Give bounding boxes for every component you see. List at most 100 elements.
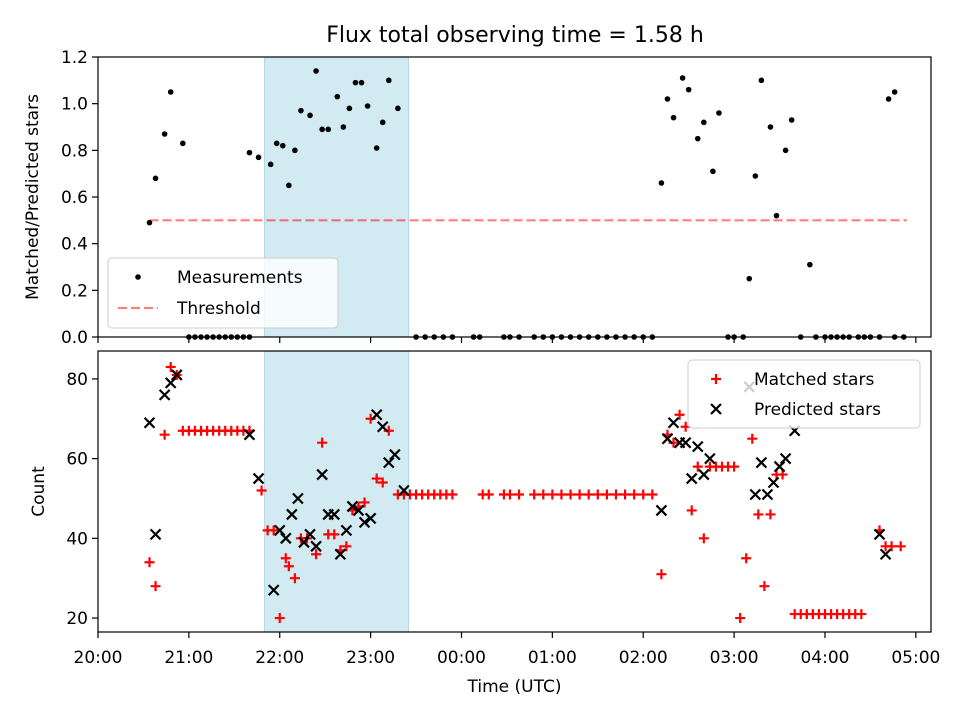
predicted-point <box>158 389 171 401</box>
measurement-point <box>292 147 298 154</box>
measurement-point <box>694 135 701 142</box>
measurement-point <box>352 79 359 86</box>
legend-marker-measurements <box>135 274 141 280</box>
measurement-point <box>267 161 274 168</box>
legend-box <box>107 257 339 329</box>
predicted-point <box>340 524 353 537</box>
matched-point <box>735 613 746 624</box>
predicted-point <box>334 548 347 561</box>
predicted-point <box>170 369 183 381</box>
matched-point <box>765 509 776 520</box>
measurement-point <box>658 180 665 186</box>
predicted-point <box>298 536 310 549</box>
predicted-point <box>352 504 365 517</box>
matched-point <box>514 489 525 500</box>
matched-point <box>620 489 631 500</box>
matched-point <box>747 433 758 444</box>
y-tick-label: 80 <box>66 370 88 390</box>
x-tick-label: 23:00 <box>346 648 395 668</box>
top-chart: 0.0 0.2 0.4 0.6 0.8 1.0 1.2 Matched/Predicted s… <box>23 48 932 348</box>
matched-point <box>656 569 667 580</box>
measurement-point <box>782 147 789 154</box>
measurement-point <box>273 140 280 147</box>
x-tick-label: 22:00 <box>255 648 304 668</box>
measurement-point <box>758 77 765 84</box>
predicted-point <box>749 488 762 501</box>
matched-point <box>504 489 515 500</box>
predicted-point <box>383 456 395 469</box>
measurement-point <box>379 119 386 126</box>
measurement-point <box>152 175 159 182</box>
measurement-point <box>891 89 898 95</box>
measurement-point <box>701 119 707 126</box>
predicted-point <box>376 420 389 433</box>
predicted-point <box>398 484 410 497</box>
matched-point <box>329 529 340 540</box>
legend-label-threshold: Threshold <box>176 299 261 319</box>
matched-point <box>574 489 585 500</box>
legend-label-predicted: Predicted stars <box>754 400 881 420</box>
y-tick-label: 0.4 <box>61 235 88 255</box>
measurement-point <box>146 219 153 226</box>
matched-point <box>317 437 328 448</box>
measurement-point <box>167 89 174 95</box>
matched-point <box>165 361 176 372</box>
measurement-point <box>279 142 286 149</box>
y-tick-label: 0.2 <box>61 281 88 301</box>
measurement-point <box>346 105 353 112</box>
y-axis-label: Matched/Predicted stars <box>23 94 43 300</box>
matched-point <box>583 489 594 500</box>
y-axis-label: Count <box>29 466 49 517</box>
x-tick-label: 05:00 <box>891 648 940 668</box>
measurement-point <box>373 145 380 151</box>
matched-point <box>447 489 458 500</box>
matched-point <box>592 489 603 500</box>
predicted-point <box>243 428 256 441</box>
matched-point <box>647 489 658 500</box>
predicted-point <box>252 472 265 485</box>
measurement-point <box>358 79 365 86</box>
predicted-point <box>389 448 401 461</box>
matched-point <box>289 573 300 584</box>
y-tick-label: 20 <box>66 609 88 629</box>
measurement-point <box>885 96 892 102</box>
matched-point <box>729 461 740 472</box>
measurement-point <box>752 173 759 179</box>
measurement-point <box>685 86 692 93</box>
predicted-point <box>691 440 704 453</box>
measurement-point <box>246 149 253 156</box>
measurement-point <box>395 105 401 112</box>
predicted-point <box>767 476 780 489</box>
measurement-point <box>334 93 341 100</box>
measurement-point <box>340 124 347 130</box>
legend-label-matched: Matched stars <box>754 370 874 390</box>
legend-label-measurements: Measurements <box>177 268 303 288</box>
predicted-point <box>761 488 774 501</box>
matched-point <box>856 609 867 620</box>
matched-point <box>777 469 788 480</box>
x-tick-label: 02:00 <box>619 648 668 668</box>
x-tick-label: 20:00 <box>74 648 123 668</box>
measurement-point <box>286 182 292 189</box>
x-tick-label: 21:00 <box>164 648 213 668</box>
predicted-point <box>685 472 698 485</box>
matched-point <box>538 489 549 500</box>
predicted-point <box>364 512 377 525</box>
predicted-point <box>655 504 668 517</box>
matched-point <box>529 489 540 500</box>
matched-point <box>698 533 709 544</box>
matched-point <box>483 489 494 500</box>
predicted-point <box>286 508 298 521</box>
matched-point <box>144 557 155 568</box>
predicted-point <box>873 528 886 541</box>
predicted-point <box>292 492 304 505</box>
matched-point <box>377 477 388 488</box>
predicted-point <box>755 456 768 469</box>
matched-point <box>150 581 161 592</box>
measurement-point <box>807 261 813 268</box>
matched-point <box>274 613 285 624</box>
matched-point <box>674 409 685 420</box>
matched-point <box>692 461 703 472</box>
measurement-point <box>385 77 392 84</box>
